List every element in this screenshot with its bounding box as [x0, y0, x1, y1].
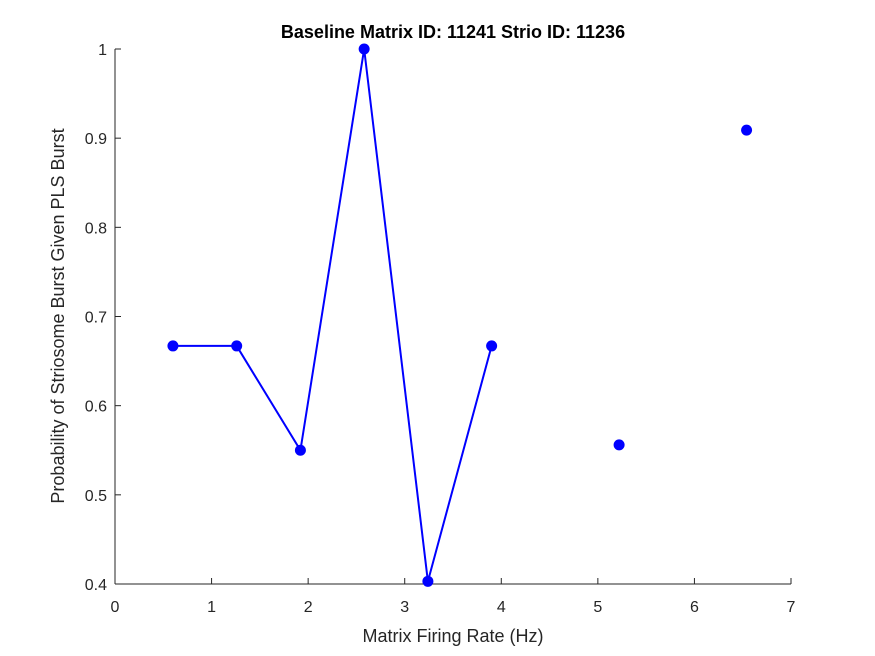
x-tick-label: 0: [111, 599, 120, 616]
x-tick-label: 1: [207, 599, 216, 616]
axes: [114, 49, 791, 585]
data-point: [486, 340, 498, 352]
data-point: [231, 340, 243, 352]
y-tick-label: 0.7: [85, 310, 107, 327]
y-tick-label: 0.6: [85, 399, 107, 416]
data-point: [422, 575, 434, 587]
x-ticks: 0 1 2 3 4 5 6 7: [111, 578, 796, 616]
data-point: [358, 43, 370, 55]
x-tick-label: 6: [690, 599, 699, 616]
chart-title: Baseline Matrix ID: 11241 Strio ID: 1123…: [281, 22, 625, 42]
y-tick-label: 0.8: [85, 220, 107, 237]
y-tick-label: 0.9: [85, 131, 107, 148]
x-tick-label: 2: [304, 599, 313, 616]
x-tick-label: 4: [497, 599, 506, 616]
data-point: [294, 444, 306, 456]
y-axis-label: Probability of Striosome Burst Given PLS…: [48, 128, 68, 503]
x-axis-label: Matrix Firing Rate (Hz): [362, 626, 543, 646]
y-tick-label: 0.5: [85, 488, 107, 505]
x-tick-label: 5: [593, 599, 602, 616]
y-tick-label: 0.4: [85, 577, 107, 594]
plot-points: [167, 43, 753, 587]
data-point: [741, 124, 753, 136]
data-point: [167, 340, 179, 352]
y-ticks: 0.4 0.5 0.6 0.7 0.8 0.9 1: [85, 42, 121, 594]
data-point: [613, 439, 625, 451]
series-line: [172, 48, 493, 582]
x-tick-label: 7: [787, 599, 796, 616]
y-tick-label: 1: [98, 42, 107, 59]
plot-lines: [172, 48, 493, 582]
x-tick-label: 3: [400, 599, 409, 616]
